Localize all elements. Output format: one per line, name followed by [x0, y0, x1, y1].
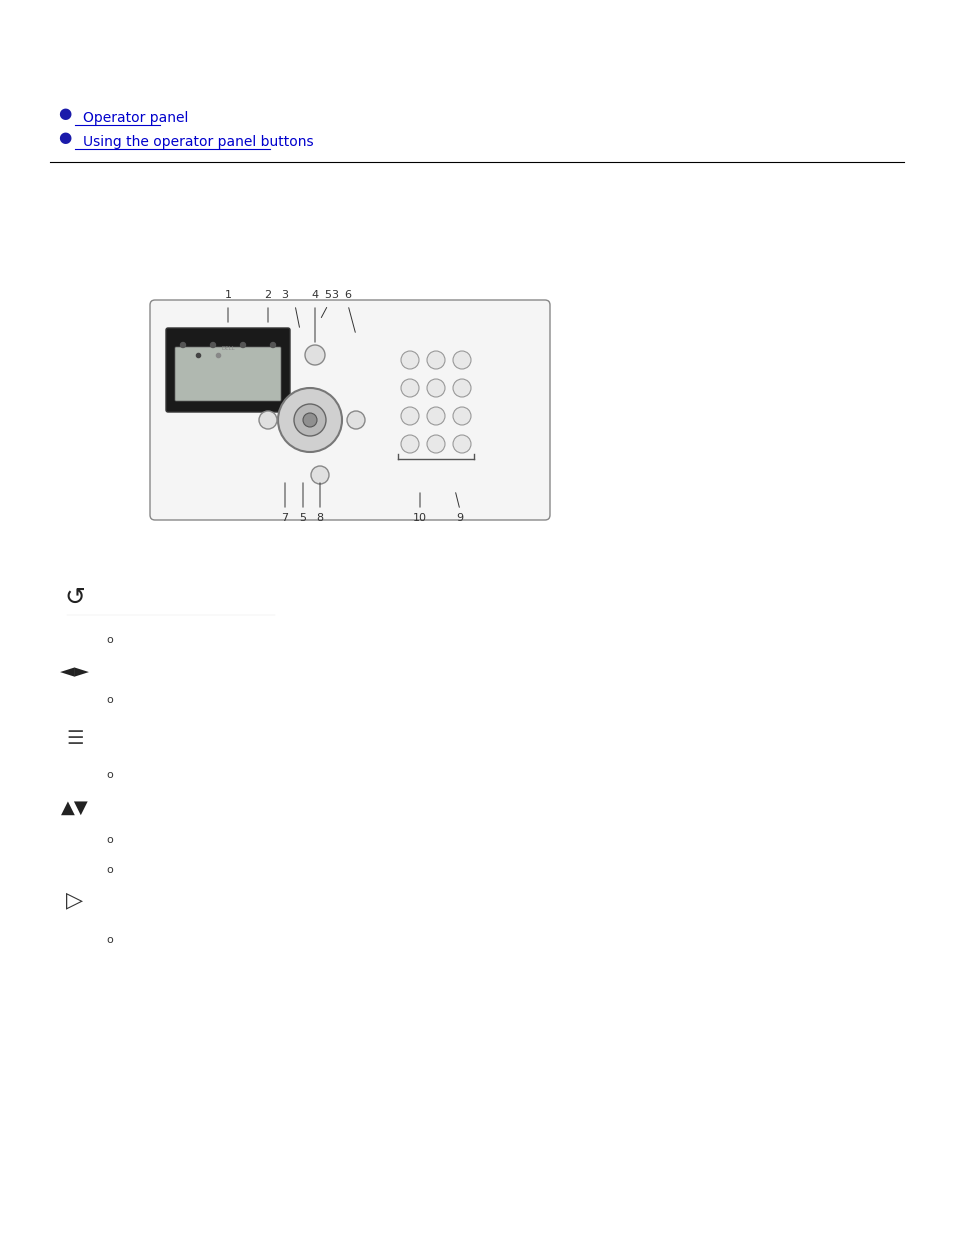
Text: o: o — [107, 935, 113, 945]
Circle shape — [453, 379, 471, 396]
FancyBboxPatch shape — [150, 300, 550, 520]
Circle shape — [427, 379, 444, 396]
Circle shape — [400, 408, 418, 425]
Text: 5: 5 — [299, 513, 306, 522]
Circle shape — [180, 342, 185, 347]
Circle shape — [240, 342, 245, 347]
Text: ◄►: ◄► — [60, 662, 90, 682]
Text: 1: 1 — [224, 290, 232, 300]
Circle shape — [427, 351, 444, 369]
FancyBboxPatch shape — [166, 329, 290, 412]
Text: ☰: ☰ — [66, 729, 84, 747]
Text: 5: 5 — [324, 290, 331, 300]
Circle shape — [294, 404, 326, 436]
Text: DELL: DELL — [221, 346, 234, 351]
Text: o: o — [107, 635, 113, 645]
Text: 7: 7 — [281, 513, 288, 522]
Circle shape — [271, 342, 275, 347]
Text: 6: 6 — [344, 290, 351, 300]
Circle shape — [400, 435, 418, 453]
Text: 3: 3 — [331, 290, 338, 300]
Text: o: o — [107, 769, 113, 781]
Text: 8: 8 — [316, 513, 323, 522]
FancyBboxPatch shape — [174, 347, 281, 401]
Text: 10: 10 — [413, 513, 427, 522]
Circle shape — [347, 411, 365, 429]
Circle shape — [277, 388, 341, 452]
Circle shape — [427, 408, 444, 425]
Text: ↺: ↺ — [65, 585, 86, 610]
Text: 4: 4 — [311, 290, 318, 300]
Circle shape — [427, 435, 444, 453]
Text: Operator panel: Operator panel — [83, 111, 188, 125]
Circle shape — [400, 379, 418, 396]
Circle shape — [211, 342, 215, 347]
Circle shape — [305, 345, 325, 366]
Text: Using the operator panel buttons: Using the operator panel buttons — [83, 135, 314, 149]
Circle shape — [453, 408, 471, 425]
Circle shape — [453, 351, 471, 369]
Circle shape — [311, 466, 329, 484]
Text: 2: 2 — [264, 290, 272, 300]
Text: ●: ● — [58, 130, 71, 144]
Text: o: o — [107, 695, 113, 705]
Text: 9: 9 — [456, 513, 463, 522]
Text: 3: 3 — [281, 290, 288, 300]
Text: o: o — [107, 864, 113, 876]
Text: ●: ● — [58, 105, 71, 121]
Circle shape — [303, 412, 316, 427]
Text: o: o — [107, 835, 113, 845]
Circle shape — [258, 411, 276, 429]
Circle shape — [400, 351, 418, 369]
Text: ▷: ▷ — [67, 890, 84, 910]
Circle shape — [453, 435, 471, 453]
Text: ▲▼: ▲▼ — [61, 799, 89, 818]
